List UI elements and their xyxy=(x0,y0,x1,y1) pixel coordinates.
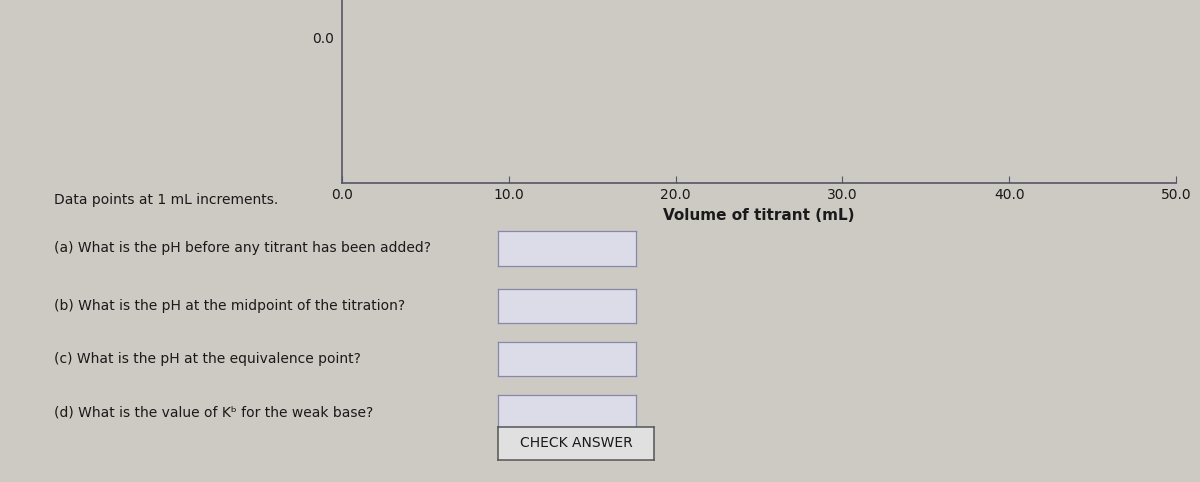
Text: CHECK ANSWER: CHECK ANSWER xyxy=(520,436,632,451)
Text: 0.0: 0.0 xyxy=(312,31,334,46)
Text: (c) What is the pH at the equivalence point?: (c) What is the pH at the equivalence po… xyxy=(54,352,361,366)
Text: (d) What is the value of Kᵇ for the weak base?: (d) What is the value of Kᵇ for the weak… xyxy=(54,405,373,419)
Text: (a) What is the pH before any titrant has been added?: (a) What is the pH before any titrant ha… xyxy=(54,241,431,255)
Text: Data points at 1 mL increments.: Data points at 1 mL increments. xyxy=(54,193,278,207)
Text: (b) What is the pH at the midpoint of the titration?: (b) What is the pH at the midpoint of th… xyxy=(54,299,406,313)
X-axis label: Volume of titrant (mL): Volume of titrant (mL) xyxy=(664,208,854,223)
